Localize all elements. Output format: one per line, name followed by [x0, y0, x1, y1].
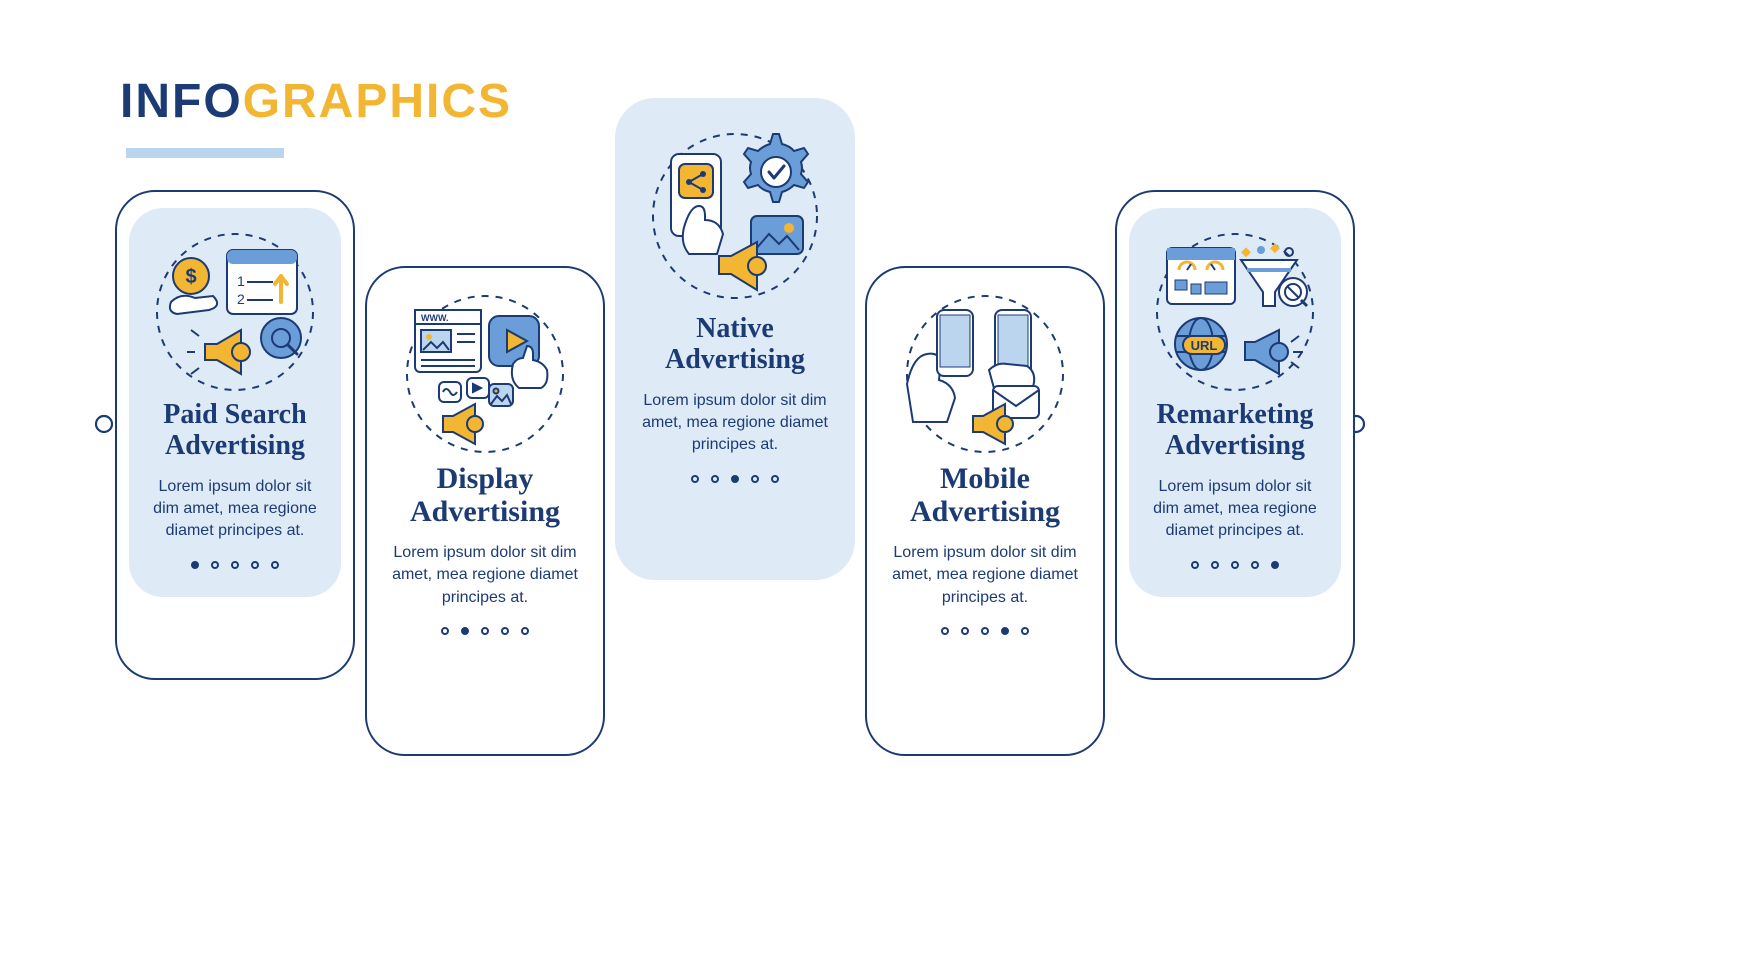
card-fill: Native Advertising Lorem ipsum dolor sit… — [615, 98, 855, 580]
card-remarketing: URL Remarketing Advertising Lorem ipsum … — [1115, 190, 1355, 680]
dot-indicator — [981, 627, 989, 635]
card-border: $ 1 2 — [115, 190, 355, 680]
card-title: Paid Search Advertising — [143, 400, 327, 462]
dot-indicator — [1271, 561, 1279, 569]
card-mobile: Mobile Advertising Lorem ipsum dolor sit… — [865, 266, 1105, 756]
dot-indicator — [251, 561, 259, 569]
dot-indicator — [1001, 627, 1009, 635]
dot-indicator — [961, 627, 969, 635]
dot-indicator — [461, 627, 469, 635]
heading-part-b: GRAPHICS — [243, 75, 512, 128]
pagination-dots — [129, 561, 341, 569]
dot-indicator — [521, 627, 529, 635]
dot-indicator — [211, 561, 219, 569]
card-native: Native Advertising Lorem ipsum dolor sit… — [615, 98, 855, 580]
dot-indicator — [1211, 561, 1219, 569]
dot-indicator — [941, 627, 949, 635]
pagination-dots — [615, 475, 855, 483]
dot-indicator — [191, 561, 199, 569]
mobile-icon — [885, 284, 1085, 454]
card-display: WWW. — [365, 266, 605, 756]
dot-indicator — [441, 627, 449, 635]
svg-text:URL: URL — [1191, 338, 1218, 353]
card-paid-search: $ 1 2 — [115, 190, 355, 680]
card-body: Lorem ipsum dolor sit dim amet, mea regi… — [887, 542, 1083, 609]
dot-indicator — [771, 475, 779, 483]
page-title: INFOGRAPHICS — [120, 78, 512, 126]
card-title: Native Advertising — [629, 314, 841, 376]
svg-text:1: 1 — [237, 273, 245, 289]
pagination-dots — [367, 627, 603, 635]
pagination-dots — [1129, 561, 1341, 569]
card-inner-panel: URL Remarketing Advertising Lorem ipsum … — [1129, 208, 1341, 597]
dot-indicator — [751, 475, 759, 483]
infographic-canvas: INFOGRAPHICS $ — [0, 0, 1757, 980]
dot-indicator — [481, 627, 489, 635]
card-title: Remarketing Advertising — [1143, 400, 1327, 462]
dot-indicator — [1021, 627, 1029, 635]
dot-indicator — [711, 475, 719, 483]
dot-indicator — [731, 475, 739, 483]
pagination-dots — [867, 627, 1103, 635]
card-title: Display Advertising — [381, 462, 589, 528]
heading-underline — [126, 148, 284, 158]
card-border: URL Remarketing Advertising Lorem ipsum … — [1115, 190, 1355, 680]
card-body: Lorem ipsum dolor sit dim amet, mea regi… — [1149, 476, 1321, 543]
paid-search-icon: $ 1 2 — [135, 222, 335, 392]
card-border: Mobile Advertising Lorem ipsum dolor sit… — [865, 266, 1105, 756]
dot-indicator — [1191, 561, 1199, 569]
dot-indicator — [1251, 561, 1259, 569]
svg-text:2: 2 — [237, 291, 245, 307]
card-border: WWW. — [365, 266, 605, 756]
display-icon: WWW. — [385, 284, 585, 454]
card-body: Lorem ipsum dolor sit dim amet, mea regi… — [387, 542, 583, 609]
remarketing-icon: URL — [1135, 222, 1335, 392]
dot-indicator — [691, 475, 699, 483]
card-body: Lorem ipsum dolor sit dim amet, mea regi… — [149, 476, 321, 543]
dot-indicator — [501, 627, 509, 635]
dot-indicator — [231, 561, 239, 569]
card-title: Mobile Advertising — [881, 462, 1089, 528]
svg-text:$: $ — [185, 266, 196, 288]
svg-text:WWW.: WWW. — [421, 313, 449, 323]
heading-part-a: INFO — [120, 75, 243, 128]
card-inner-panel: $ 1 2 — [129, 208, 341, 597]
card-body: Lorem ipsum dolor sit dim amet, mea regi… — [635, 390, 835, 457]
dot-indicator — [1231, 561, 1239, 569]
dot-indicator — [271, 561, 279, 569]
native-icon — [635, 116, 835, 306]
